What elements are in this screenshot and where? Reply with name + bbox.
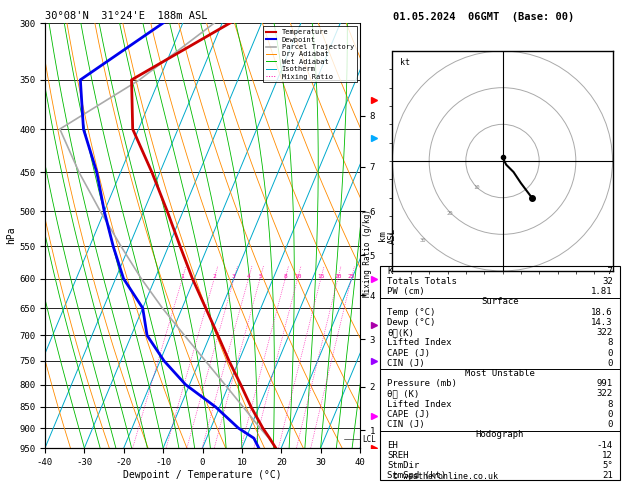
Text: 2: 2 — [213, 274, 216, 278]
Text: 322: 322 — [597, 389, 613, 399]
Text: 0: 0 — [608, 359, 613, 368]
Text: 4: 4 — [247, 274, 250, 278]
Text: Mixing Ratio (g/kg): Mixing Ratio (g/kg) — [364, 209, 372, 296]
Text: 1.81: 1.81 — [591, 287, 613, 296]
Text: 3: 3 — [232, 274, 236, 278]
Legend: Temperature, Dewpoint, Parcel Trajectory, Dry Adiabat, Wet Adiabat, Isotherm, Mi: Temperature, Dewpoint, Parcel Trajectory… — [263, 26, 357, 82]
Text: 0: 0 — [608, 410, 613, 419]
Text: 20: 20 — [334, 274, 342, 278]
Text: 20: 20 — [447, 211, 453, 216]
Text: 10: 10 — [473, 185, 479, 190]
Text: 12: 12 — [602, 451, 613, 460]
X-axis label: Dewpoint / Temperature (°C): Dewpoint / Temperature (°C) — [123, 469, 282, 480]
Text: K: K — [387, 267, 392, 276]
Text: StmSpd (kt): StmSpd (kt) — [387, 471, 447, 480]
Text: StmDir: StmDir — [387, 461, 420, 470]
Text: 10: 10 — [294, 274, 301, 278]
Text: PW (cm): PW (cm) — [387, 287, 425, 296]
Text: 1: 1 — [181, 274, 184, 278]
Text: CIN (J): CIN (J) — [387, 359, 425, 368]
Text: 322: 322 — [597, 328, 613, 337]
Text: CAPE (J): CAPE (J) — [387, 348, 430, 358]
Text: 0: 0 — [608, 348, 613, 358]
Text: 0: 0 — [608, 420, 613, 429]
Y-axis label: hPa: hPa — [6, 226, 16, 244]
Text: Pressure (mb): Pressure (mb) — [387, 379, 457, 388]
Text: Most Unstable: Most Unstable — [465, 369, 535, 378]
Text: 14.3: 14.3 — [591, 318, 613, 327]
Text: 5: 5 — [258, 274, 262, 278]
Text: -7: -7 — [602, 267, 613, 276]
Text: 8: 8 — [608, 399, 613, 409]
Text: Lifted Index: Lifted Index — [387, 338, 452, 347]
Text: θᴇ (K): θᴇ (K) — [387, 389, 420, 399]
Text: © weatheronline.co.uk: © weatheronline.co.uk — [393, 472, 498, 481]
Text: Dewp (°C): Dewp (°C) — [387, 318, 435, 327]
Text: Lifted Index: Lifted Index — [387, 399, 452, 409]
Text: 991: 991 — [597, 379, 613, 388]
Text: EH: EH — [387, 441, 398, 450]
Text: 8: 8 — [608, 338, 613, 347]
Text: 21: 21 — [602, 471, 613, 480]
Text: 32: 32 — [602, 277, 613, 286]
Text: 5°: 5° — [602, 461, 613, 470]
Text: LCL: LCL — [362, 435, 376, 444]
Text: 8: 8 — [284, 274, 287, 278]
Text: CAPE (J): CAPE (J) — [387, 410, 430, 419]
Text: 15: 15 — [317, 274, 325, 278]
Text: 01.05.2024  06GMT  (Base: 00): 01.05.2024 06GMT (Base: 00) — [393, 12, 574, 22]
Text: θᴇ(K): θᴇ(K) — [387, 328, 414, 337]
Text: 30: 30 — [420, 238, 426, 243]
Text: 25: 25 — [348, 274, 355, 278]
Text: 18.6: 18.6 — [591, 308, 613, 316]
Text: CIN (J): CIN (J) — [387, 420, 425, 429]
Text: -14: -14 — [597, 441, 613, 450]
Text: kt: kt — [400, 58, 410, 68]
Text: Hodograph: Hodograph — [476, 431, 524, 439]
Text: 30°08'N  31°24'E  188m ASL: 30°08'N 31°24'E 188m ASL — [45, 11, 208, 21]
Text: Surface: Surface — [481, 297, 519, 306]
Text: Totals Totals: Totals Totals — [387, 277, 457, 286]
Text: Temp (°C): Temp (°C) — [387, 308, 435, 316]
Text: SREH: SREH — [387, 451, 409, 460]
Y-axis label: km
ASL: km ASL — [378, 227, 398, 243]
